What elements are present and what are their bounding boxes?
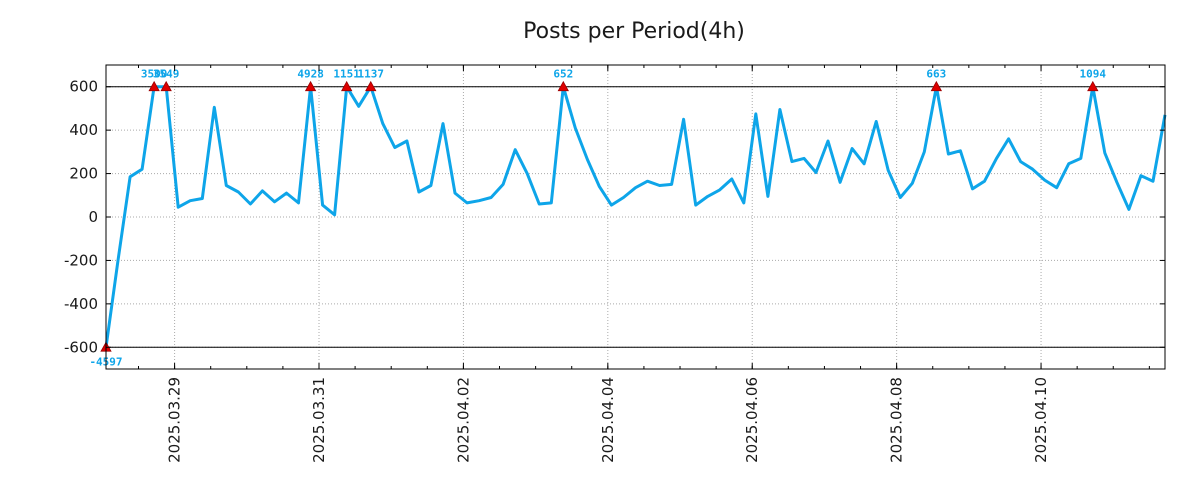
peak-marker [365, 80, 377, 92]
annotation-label: 1137 [358, 68, 385, 81]
posts-line [104, 85, 1167, 348]
peak-marker [160, 80, 172, 92]
x-tick-label: 2025.03.31 [310, 377, 328, 463]
x-tick-label: 2025.04.04 [599, 377, 617, 463]
annotation-label: 3500 [141, 68, 168, 81]
y-tick-label: 200 [69, 165, 98, 183]
y-tick-label: -600 [64, 338, 98, 356]
peak-marker [341, 80, 353, 92]
peak-marker [1087, 80, 1099, 92]
peak-marker [304, 80, 317, 92]
y-tick-label: -200 [64, 251, 98, 269]
annotation-label: 663 [926, 68, 946, 81]
peak-marker [557, 80, 569, 92]
x-tick-label: 2025.04.10 [1032, 377, 1050, 463]
series [104, 85, 1167, 348]
x-tick-label: 2025.04.06 [743, 377, 761, 463]
peak-markers [100, 80, 1099, 352]
annotation-label: 4928 [297, 68, 324, 81]
x-tick-label: 2025.04.02 [454, 377, 472, 463]
annotation-label: 1151 [333, 68, 360, 81]
peak-marker [148, 80, 160, 92]
chart-title: Posts per Period(4h) [523, 19, 745, 44]
x-tick-label: 2025.03.29 [166, 377, 184, 463]
y-tick-label: 600 [69, 78, 98, 96]
annotation-label: 1094 [1080, 68, 1107, 81]
peak-marker [930, 80, 943, 92]
y-tick-label: 400 [69, 121, 98, 139]
annotation-label: 3549 [153, 68, 180, 81]
y-tick-label: 0 [88, 208, 98, 226]
y-tick-label: -400 [64, 295, 98, 313]
axes: 600 400 200 0 -200 -400 -600 2025.03.29 2025.03.… [64, 65, 1165, 463]
clip-reference-lines [106, 86, 1165, 348]
x-tick-label: 2025.04.08 [888, 377, 906, 463]
annotation-label: 652 [553, 68, 573, 81]
